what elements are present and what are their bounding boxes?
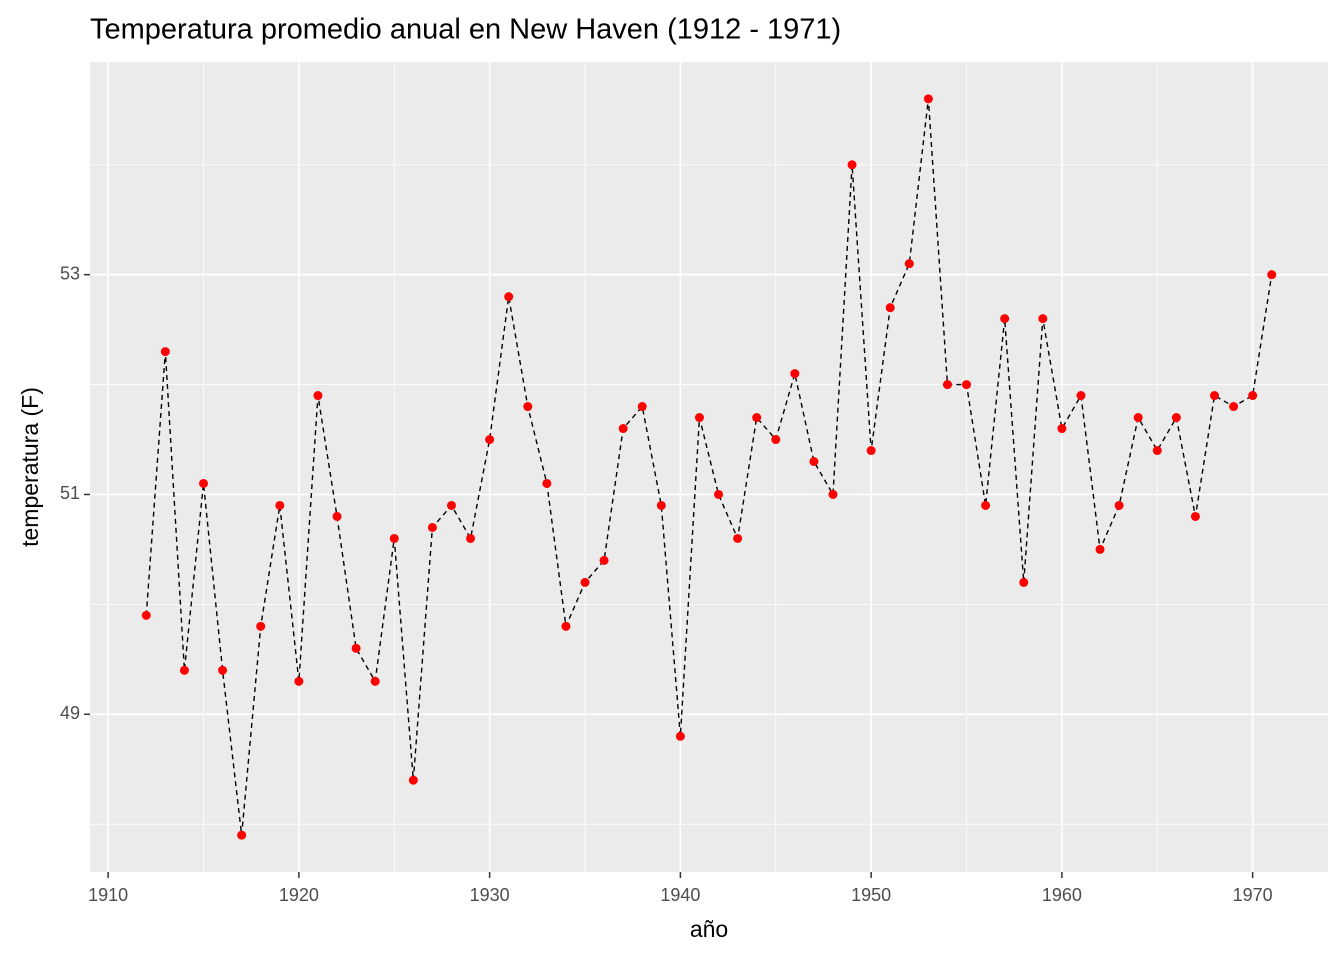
point <box>198 478 208 488</box>
point <box>275 500 285 510</box>
point <box>561 621 571 631</box>
x-tick-label: 1970 <box>1233 885 1273 905</box>
point <box>313 391 323 401</box>
point <box>1057 424 1067 434</box>
point <box>1000 314 1010 324</box>
x-tick-label: 1960 <box>1042 885 1082 905</box>
point <box>408 775 418 785</box>
point <box>847 160 857 170</box>
line <box>145 98 1273 836</box>
point <box>1076 391 1086 401</box>
point <box>637 402 647 412</box>
point <box>523 402 533 412</box>
x-tick-label: 1940 <box>660 885 700 905</box>
point <box>1038 314 1048 324</box>
point <box>466 533 476 543</box>
point <box>752 413 762 423</box>
x-axis-title: año <box>690 916 728 942</box>
y-tick-label: 49 <box>60 703 80 723</box>
point <box>542 478 552 488</box>
point <box>370 676 380 686</box>
point <box>1229 402 1239 412</box>
point <box>599 555 609 565</box>
point <box>160 347 170 357</box>
point <box>618 424 628 434</box>
point <box>885 303 895 313</box>
point <box>733 533 743 543</box>
point <box>141 610 151 620</box>
point <box>1171 413 1181 423</box>
point <box>656 500 666 510</box>
point <box>962 380 972 390</box>
point <box>294 676 304 686</box>
point <box>828 489 838 499</box>
point <box>904 259 914 269</box>
point <box>675 731 685 741</box>
point <box>504 292 514 302</box>
point <box>580 577 590 587</box>
point <box>1267 270 1277 280</box>
chart-title: Temperatura promedio anual en New Haven … <box>90 14 841 46</box>
point <box>1152 446 1162 456</box>
point <box>427 522 437 532</box>
plot <box>141 94 1277 840</box>
point <box>1133 413 1143 423</box>
point <box>446 500 456 510</box>
point <box>1114 500 1124 510</box>
point <box>351 643 361 653</box>
point <box>1210 391 1220 401</box>
x-tick-label: 1930 <box>470 885 510 905</box>
point <box>694 413 704 423</box>
y-tick-label: 53 <box>60 263 80 283</box>
point <box>237 830 247 840</box>
x-tick-label: 1920 <box>279 885 319 905</box>
point <box>866 446 876 456</box>
y-tick-label: 51 <box>60 483 80 503</box>
point <box>771 435 781 445</box>
point <box>389 533 399 543</box>
point <box>218 665 228 675</box>
point <box>1190 511 1200 521</box>
point <box>790 369 800 379</box>
x-tick-label: 1910 <box>88 885 128 905</box>
point <box>1248 391 1258 401</box>
point <box>809 457 819 467</box>
point <box>256 621 266 631</box>
point <box>923 94 933 104</box>
panel <box>90 62 1328 872</box>
point <box>485 435 495 445</box>
point <box>942 380 952 390</box>
point <box>332 511 342 521</box>
point <box>1095 544 1105 554</box>
point <box>714 489 724 499</box>
y-axis-title: temperatura (F) <box>17 387 43 547</box>
point <box>179 665 189 675</box>
point <box>1019 577 1029 587</box>
point <box>981 500 991 510</box>
x-tick-label: 1950 <box>851 885 891 905</box>
